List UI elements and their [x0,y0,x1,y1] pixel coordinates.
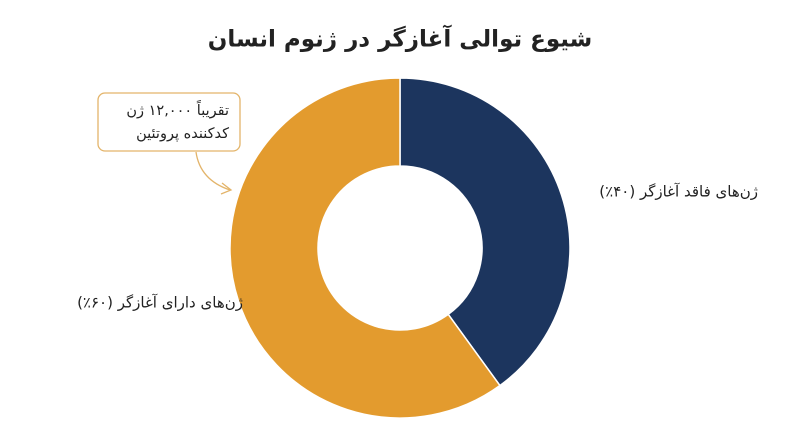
annotation-text: تقریباً ۱۲,۰۰۰ ژن [126,100,229,119]
slice-label: ژن‌های فاقد آغازگر (۴۰٪) [599,183,758,201]
donut-slice [399,77,571,387]
annotation-arrow [195,151,231,191]
annotation-text: کدکننده پروتئین [136,126,229,142]
chart-title: شیوع توالی آغازگر در ژنوم انسان [208,24,593,53]
annotation-box [97,92,241,152]
donut-slice [229,77,501,419]
slice-label: ژن‌های دارای آغازگر (۶۰٪) [77,294,243,312]
annotation-arrowhead [220,182,233,195]
